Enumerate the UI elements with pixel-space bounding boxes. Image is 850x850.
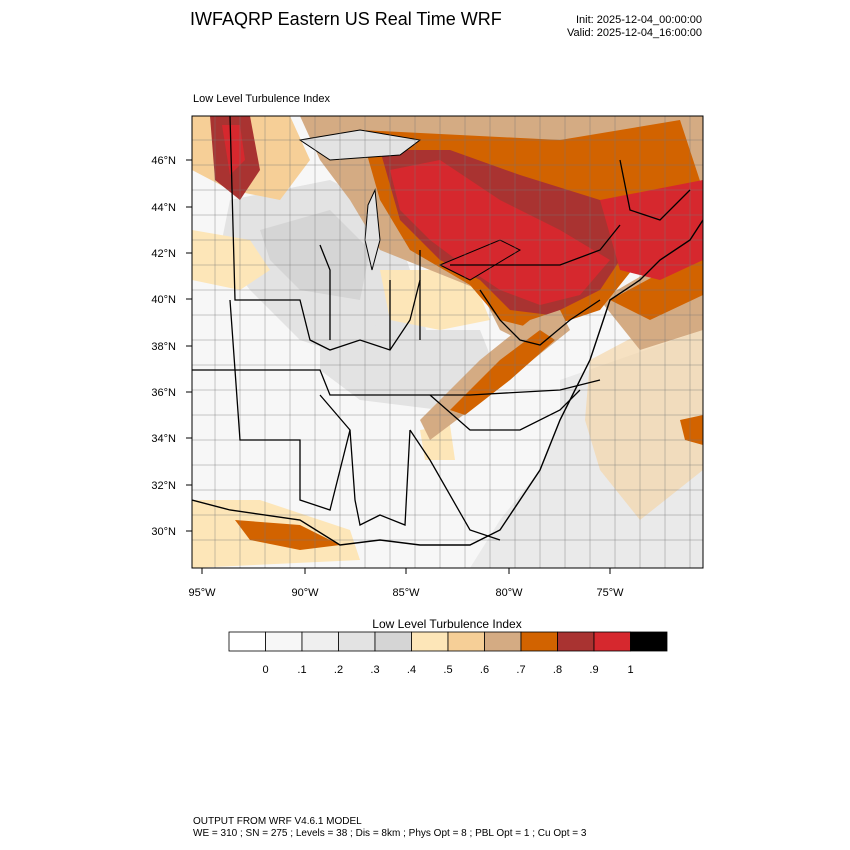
lon-label: 80°W [495, 587, 523, 599]
lat-label: 38°N [151, 341, 176, 353]
colorbar-box [447, 631, 485, 652]
colorbar-label: .2 [334, 664, 343, 676]
lon-label: 95°W [188, 587, 216, 599]
lat-label: 40°N [151, 294, 176, 306]
valid-time: Valid: 2025-12-04_16:00:00 [567, 27, 702, 39]
colorbar-title: Low Level Turbulence Index [372, 617, 521, 631]
colorbar-box [265, 631, 303, 652]
colorbar-label: .1 [297, 664, 306, 676]
colorbar-box [228, 631, 266, 652]
page-title: IWFAQRP Eastern US Real Time WRF [190, 9, 502, 29]
colorbar-label: .4 [407, 664, 416, 676]
coastline [192, 219, 703, 546]
map-content [192, 116, 703, 568]
colorbar-box [593, 631, 631, 652]
lat-label: 46°N [151, 155, 176, 167]
init-time: Init: 2025-12-04_00:00:00 [576, 14, 702, 26]
colorbar-label: 1 [627, 664, 633, 676]
lat-label: 32°N [151, 480, 176, 492]
colorbar-box [411, 631, 449, 652]
atlantic-orange-patch [680, 415, 703, 445]
colorbar-box [630, 631, 668, 652]
lon-label: 85°W [392, 587, 420, 599]
colorbar-box [557, 631, 595, 652]
lon-label: 90°W [291, 587, 319, 599]
colorbar-box [301, 631, 339, 652]
lake-michigan [364, 188, 381, 271]
lat-label: 30°N [151, 526, 176, 538]
colorbar-labels: 0 .1 .2 .3 .4 .5 .6 .7 .8 .9 1 [262, 664, 633, 676]
colorbar-label: .5 [443, 664, 452, 676]
footer-line-2: WE = 310 ; SN = 275 ; Levels = 38 ; Dis … [193, 828, 587, 839]
west-tan-field [192, 230, 270, 290]
colorbar-label: .3 [370, 664, 379, 676]
lat-label: 36°N [151, 387, 176, 399]
colorbar [228, 631, 668, 652]
footer: OUTPUT FROM WRF V4.6.1 MODEL WE = 310 ; … [193, 816, 586, 840]
colorbar-box [520, 631, 558, 652]
northeast-red-field [390, 160, 610, 305]
louisiana-orange-field [235, 520, 340, 550]
lat-label: 42°N [151, 248, 176, 260]
map-frame [191, 115, 704, 569]
plot-label: Low Level Turbulence Index [193, 93, 330, 105]
footer-line-1: OUTPUT FROM WRF V4.6.1 MODEL [193, 816, 362, 827]
lon-label: 75°W [596, 587, 624, 599]
longitude-axis: 95°W 90°W 85°W 80°W 75°W [188, 568, 624, 599]
colorbar-label: .9 [589, 664, 598, 676]
colorbar-label: .7 [516, 664, 525, 676]
colorbar-label: .6 [480, 664, 489, 676]
colorbar-box [338, 631, 376, 652]
lake-erie [438, 239, 522, 281]
latitude-axis: 46°N 44°N 42°N 40°N 38°N 36°N 34°N 32°N 30°N [151, 155, 192, 538]
colorbar-label: .8 [553, 664, 562, 676]
colorbar-box [374, 631, 412, 652]
state-borders [192, 116, 691, 541]
lat-label: 34°N [151, 433, 176, 445]
lat-label: 44°N [151, 202, 176, 214]
colorbar-box [484, 631, 522, 652]
minnesota-red-field [222, 125, 245, 175]
colorbar-label: 0 [262, 664, 268, 676]
appalachian-orange-streak [450, 330, 555, 415]
new-england-red-field [600, 180, 703, 280]
